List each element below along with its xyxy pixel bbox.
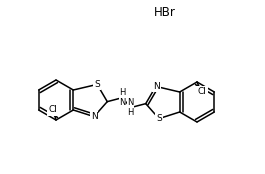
Text: N: N [91, 112, 97, 121]
Text: Cl: Cl [198, 88, 206, 97]
Text: H
N: H N [119, 88, 126, 107]
Text: Cl: Cl [48, 105, 58, 114]
Text: N: N [153, 82, 160, 91]
Text: HBr: HBr [154, 6, 176, 18]
Text: S: S [94, 80, 100, 89]
Text: S: S [156, 114, 162, 123]
Text: N
H: N H [127, 98, 134, 117]
